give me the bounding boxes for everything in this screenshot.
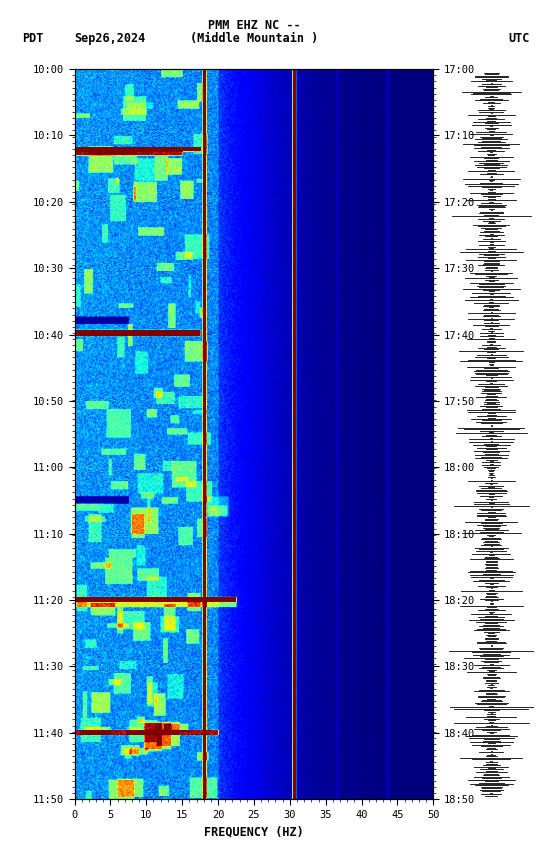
X-axis label: FREQUENCY (HZ): FREQUENCY (HZ) (204, 825, 304, 838)
Text: (Middle Mountain ): (Middle Mountain ) (190, 32, 318, 45)
Text: PMM EHZ NC --: PMM EHZ NC -- (208, 19, 300, 32)
Text: Sep26,2024: Sep26,2024 (75, 32, 146, 45)
Text: PDT: PDT (22, 32, 44, 45)
Text: UTC: UTC (508, 32, 530, 45)
